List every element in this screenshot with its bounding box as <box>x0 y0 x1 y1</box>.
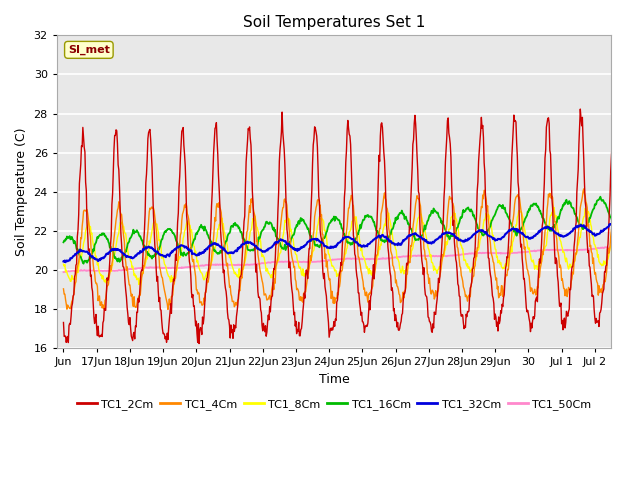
Legend: TC1_2Cm, TC1_4Cm, TC1_8Cm, TC1_16Cm, TC1_32Cm, TC1_50Cm: TC1_2Cm, TC1_4Cm, TC1_8Cm, TC1_16Cm, TC1… <box>72 395 596 414</box>
Text: SI_met: SI_met <box>68 45 110 55</box>
X-axis label: Time: Time <box>319 373 349 386</box>
Title: Soil Temperatures Set 1: Soil Temperatures Set 1 <box>243 15 426 30</box>
Y-axis label: Soil Temperature (C): Soil Temperature (C) <box>15 128 28 256</box>
